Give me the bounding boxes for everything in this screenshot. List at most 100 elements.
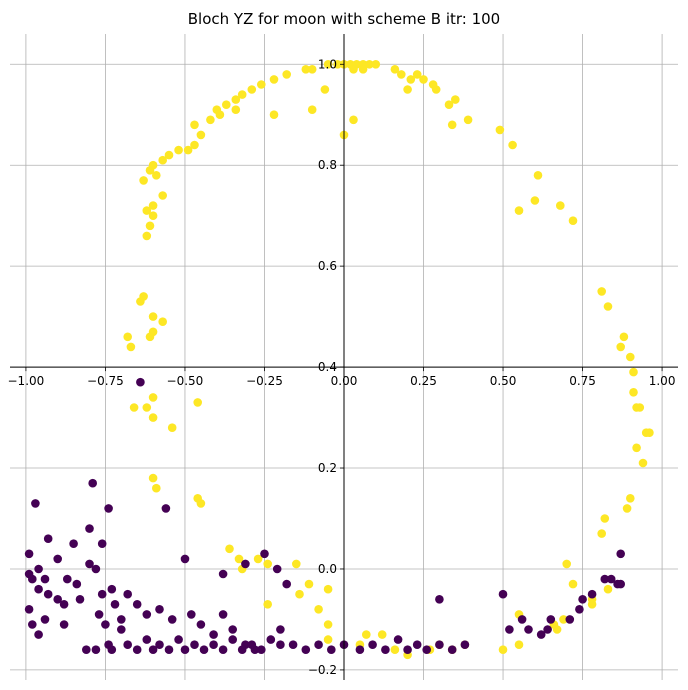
data-point-90 bbox=[635, 403, 645, 412]
data-point-79 bbox=[514, 206, 524, 215]
data-point-97 bbox=[600, 514, 610, 523]
data-point-170 bbox=[155, 605, 164, 614]
data-point-92 bbox=[645, 428, 654, 438]
data-point-219 bbox=[447, 645, 457, 654]
data-point-76 bbox=[508, 140, 517, 150]
data-point-18 bbox=[257, 80, 266, 89]
data-point-168 bbox=[132, 600, 142, 609]
data-point-129 bbox=[234, 554, 244, 564]
data-point-221 bbox=[498, 589, 508, 599]
data-point-54 bbox=[142, 403, 152, 412]
data-point-196 bbox=[132, 645, 142, 654]
y-tick-label-3: 0.4 bbox=[318, 360, 337, 374]
data-point-22 bbox=[222, 100, 231, 109]
data-point-237 bbox=[82, 645, 91, 654]
data-point-96 bbox=[622, 504, 632, 513]
data-point-119 bbox=[323, 635, 333, 644]
data-point-231 bbox=[587, 589, 597, 599]
data-point-213 bbox=[218, 569, 228, 579]
data-point-103 bbox=[587, 600, 597, 609]
data-point-159 bbox=[28, 620, 37, 629]
data-point-157 bbox=[107, 584, 117, 594]
data-point-211 bbox=[276, 640, 285, 649]
data-point-34 bbox=[139, 176, 148, 185]
data-point-212 bbox=[180, 554, 190, 564]
data-point-134 bbox=[104, 504, 113, 513]
data-point-152 bbox=[43, 589, 53, 599]
data-point-150 bbox=[28, 574, 37, 584]
y-tick-label-2: 0.2 bbox=[318, 461, 337, 475]
x-tick-label-7: 0.75 bbox=[569, 374, 596, 388]
data-point-24 bbox=[206, 115, 215, 125]
data-point-190 bbox=[403, 645, 412, 654]
data-point-29 bbox=[164, 150, 174, 160]
data-point-67 bbox=[419, 75, 428, 84]
data-point-214 bbox=[241, 559, 250, 569]
data-point-127 bbox=[263, 559, 273, 569]
data-point-28 bbox=[174, 145, 183, 155]
data-point-193 bbox=[435, 640, 444, 649]
data-point-74 bbox=[463, 115, 473, 125]
data-point-27 bbox=[183, 145, 193, 155]
data-point-144 bbox=[53, 554, 62, 564]
data-point-167 bbox=[123, 589, 132, 599]
data-point-181 bbox=[288, 640, 298, 649]
data-point-100 bbox=[568, 579, 578, 589]
data-point-174 bbox=[209, 630, 218, 639]
data-point-236 bbox=[616, 549, 625, 559]
data-point-158 bbox=[24, 605, 34, 614]
data-point-41 bbox=[231, 105, 241, 114]
data-point-124 bbox=[323, 584, 333, 594]
data-point-191 bbox=[412, 640, 422, 649]
data-point-101 bbox=[603, 584, 613, 594]
data-point-192 bbox=[422, 645, 432, 654]
x-tick-label-0: −1.00 bbox=[8, 374, 45, 388]
y-tick-label-4: 0.6 bbox=[318, 259, 337, 273]
data-point-106 bbox=[552, 625, 562, 634]
data-point-210 bbox=[257, 645, 266, 654]
data-point-235 bbox=[616, 579, 625, 589]
data-point-73 bbox=[447, 120, 457, 130]
data-point-121 bbox=[304, 579, 314, 589]
data-point-99 bbox=[562, 559, 571, 569]
data-point-160 bbox=[34, 630, 43, 639]
data-point-63 bbox=[390, 65, 400, 74]
data-point-215 bbox=[260, 549, 269, 559]
data-point-11 bbox=[358, 65, 368, 74]
data-point-173 bbox=[196, 620, 206, 629]
data-point-148 bbox=[91, 564, 101, 574]
data-point-83 bbox=[603, 302, 613, 311]
data-point-32 bbox=[145, 166, 155, 175]
data-point-51 bbox=[123, 332, 132, 342]
data-point-56 bbox=[148, 413, 158, 422]
data-point-188 bbox=[381, 645, 390, 654]
data-point-165 bbox=[117, 615, 126, 624]
data-point-50 bbox=[145, 332, 155, 342]
data-point-229 bbox=[575, 605, 584, 614]
data-point-143 bbox=[40, 574, 50, 584]
data-point-2 bbox=[323, 60, 333, 69]
data-point-218 bbox=[435, 595, 444, 604]
data-point-47 bbox=[148, 312, 158, 321]
data-point-205 bbox=[209, 640, 218, 649]
data-point-75 bbox=[495, 125, 505, 135]
data-point-223 bbox=[517, 615, 527, 624]
data-point-109 bbox=[498, 645, 508, 654]
data-point-240 bbox=[107, 645, 117, 654]
data-point-130 bbox=[225, 544, 234, 554]
y-tick-label-5: 0.8 bbox=[318, 158, 337, 172]
data-point-138 bbox=[69, 539, 78, 548]
data-point-86 bbox=[626, 352, 635, 362]
data-point-81 bbox=[568, 216, 578, 225]
data-point-199 bbox=[155, 640, 164, 649]
data-point-175 bbox=[218, 610, 228, 619]
data-point-146 bbox=[72, 579, 82, 589]
data-point-10 bbox=[349, 65, 358, 74]
data-point-238 bbox=[91, 645, 101, 654]
data-point-163 bbox=[94, 610, 104, 619]
data-point-117 bbox=[362, 630, 371, 639]
data-point-39 bbox=[145, 221, 155, 231]
data-point-57 bbox=[167, 423, 177, 433]
data-point-1 bbox=[307, 65, 317, 74]
